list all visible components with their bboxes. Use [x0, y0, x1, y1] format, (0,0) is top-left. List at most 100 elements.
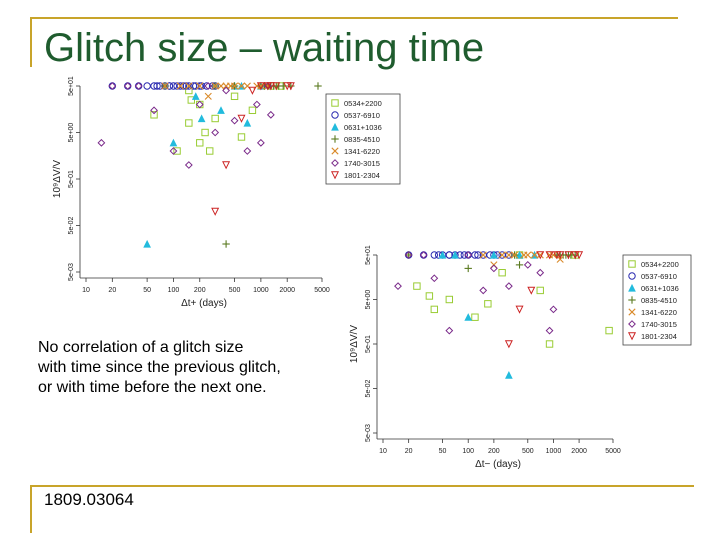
x-tick-label: 20 [405, 448, 413, 455]
data-point [266, 82, 275, 91]
data-point [256, 82, 265, 91]
legend-marker [628, 308, 636, 316]
data-point [237, 114, 246, 123]
data-point [530, 251, 539, 259]
data-point [230, 92, 239, 101]
marker-cross-b [226, 82, 235, 90]
legend-label: 0534+2200 [344, 99, 382, 108]
title-left-rule [30, 17, 32, 67]
data-point [413, 282, 421, 290]
data-point [211, 82, 219, 90]
data-point [123, 82, 132, 90]
scatter-plot-dt-plus-svg: 10 20 50 100 200 500 1000 2000 5000 5e-03 5e-02 5e-… [52, 76, 401, 309]
data-point [536, 251, 545, 260]
legend-marker [330, 171, 340, 180]
marker-cross-b [196, 82, 204, 90]
data-point [134, 82, 143, 90]
data-point [498, 269, 506, 277]
marker-cross-b [479, 251, 487, 259]
data-point [184, 161, 193, 169]
caption: No correlation of a glitch size with tim… [38, 338, 338, 398]
data-point [196, 100, 204, 109]
data-point [211, 128, 220, 137]
legend-label: 1341-6220 [641, 308, 677, 317]
data-point [445, 326, 454, 335]
y-tick-label: 5e+01 [68, 76, 75, 96]
data-point [445, 295, 454, 304]
data-point [394, 282, 402, 291]
data-point [192, 82, 200, 90]
data-point [471, 313, 479, 321]
data-point [196, 139, 204, 147]
legend-label: 1341-6220 [344, 147, 380, 156]
data-point [314, 82, 322, 90]
data-point [252, 100, 261, 109]
x-tick-label: 2000 [279, 287, 295, 294]
y-tick-label: 5e-03 [365, 424, 372, 442]
scatter-plot-dt-plus: 10 20 50 100 200 500 1000 2000 5000 5e-03 5e-02 5e-… [30, 72, 410, 322]
data-point [191, 92, 200, 100]
y-tick-label: 5e+00 [365, 290, 372, 310]
data-point [185, 119, 193, 127]
data-point [549, 305, 558, 314]
x-tick-label: 10 [379, 448, 387, 455]
marker-cross-b [331, 147, 339, 155]
data-point [187, 96, 195, 104]
marker-cross-b [510, 251, 519, 259]
data-point [571, 251, 580, 260]
data-point [173, 147, 181, 155]
legend-marker [331, 135, 339, 143]
marker-cross-b [176, 82, 184, 90]
data-point [195, 100, 204, 109]
data-point [185, 82, 193, 90]
x-tick-label: 1000 [253, 287, 269, 294]
data-point [556, 251, 565, 260]
x-tick-label: 2000 [571, 448, 587, 455]
marker-cross-b [505, 251, 513, 259]
legend-marker [331, 159, 339, 167]
data-point [479, 251, 487, 259]
legend-label: 0534+2200 [641, 260, 679, 269]
data-point [404, 251, 413, 259]
data-point [237, 133, 246, 141]
data-point [143, 82, 151, 90]
legend-label: 0835-4510 [344, 135, 380, 144]
data-point [150, 111, 158, 119]
scatter-plot-dt-minus: 10 20 50 100 200 500 1000 2000 5000 5e-03 5e-02 5e-… [335, 245, 695, 477]
data-point [536, 268, 545, 277]
legend-label: 1740-3015 [344, 159, 380, 168]
x-axis-label: Δt+ (days) [181, 298, 227, 309]
data-point [510, 251, 519, 259]
data-point [515, 305, 524, 314]
data-point [124, 82, 132, 90]
data-point [549, 251, 558, 259]
footer-rule [30, 485, 694, 487]
data-point [545, 340, 554, 348]
data-point [161, 82, 169, 90]
data-point [222, 240, 230, 248]
legend-label: 0537-6910 [641, 272, 677, 281]
x-tick-label: 10 [82, 287, 90, 294]
data-point [206, 147, 214, 155]
data-point [266, 110, 275, 119]
data-point [150, 106, 158, 115]
legend-marker [628, 320, 636, 328]
marker-cross-b [530, 251, 539, 259]
scatter-plot-dt-minus-svg: 10 20 50 100 200 500 1000 2000 5000 5e-03 5e-02 5e-… [349, 245, 692, 470]
x-tick-label: 100 [462, 448, 474, 455]
data-point [256, 138, 265, 147]
data-point [202, 82, 211, 90]
x-axis-label: Δt− (days) [475, 459, 521, 470]
data-point [248, 86, 257, 95]
legend-marker [331, 147, 339, 155]
data-point [248, 106, 257, 115]
title-underline-rule [30, 17, 678, 19]
data-point [460, 251, 469, 259]
y-axis-label: 10⁹ΔV/V [349, 325, 360, 364]
data-point [536, 286, 544, 295]
data-point [211, 207, 220, 216]
legend-label: 0631+1036 [344, 123, 382, 132]
data-point [272, 82, 281, 91]
data-point [419, 251, 428, 259]
data-point [169, 82, 178, 90]
